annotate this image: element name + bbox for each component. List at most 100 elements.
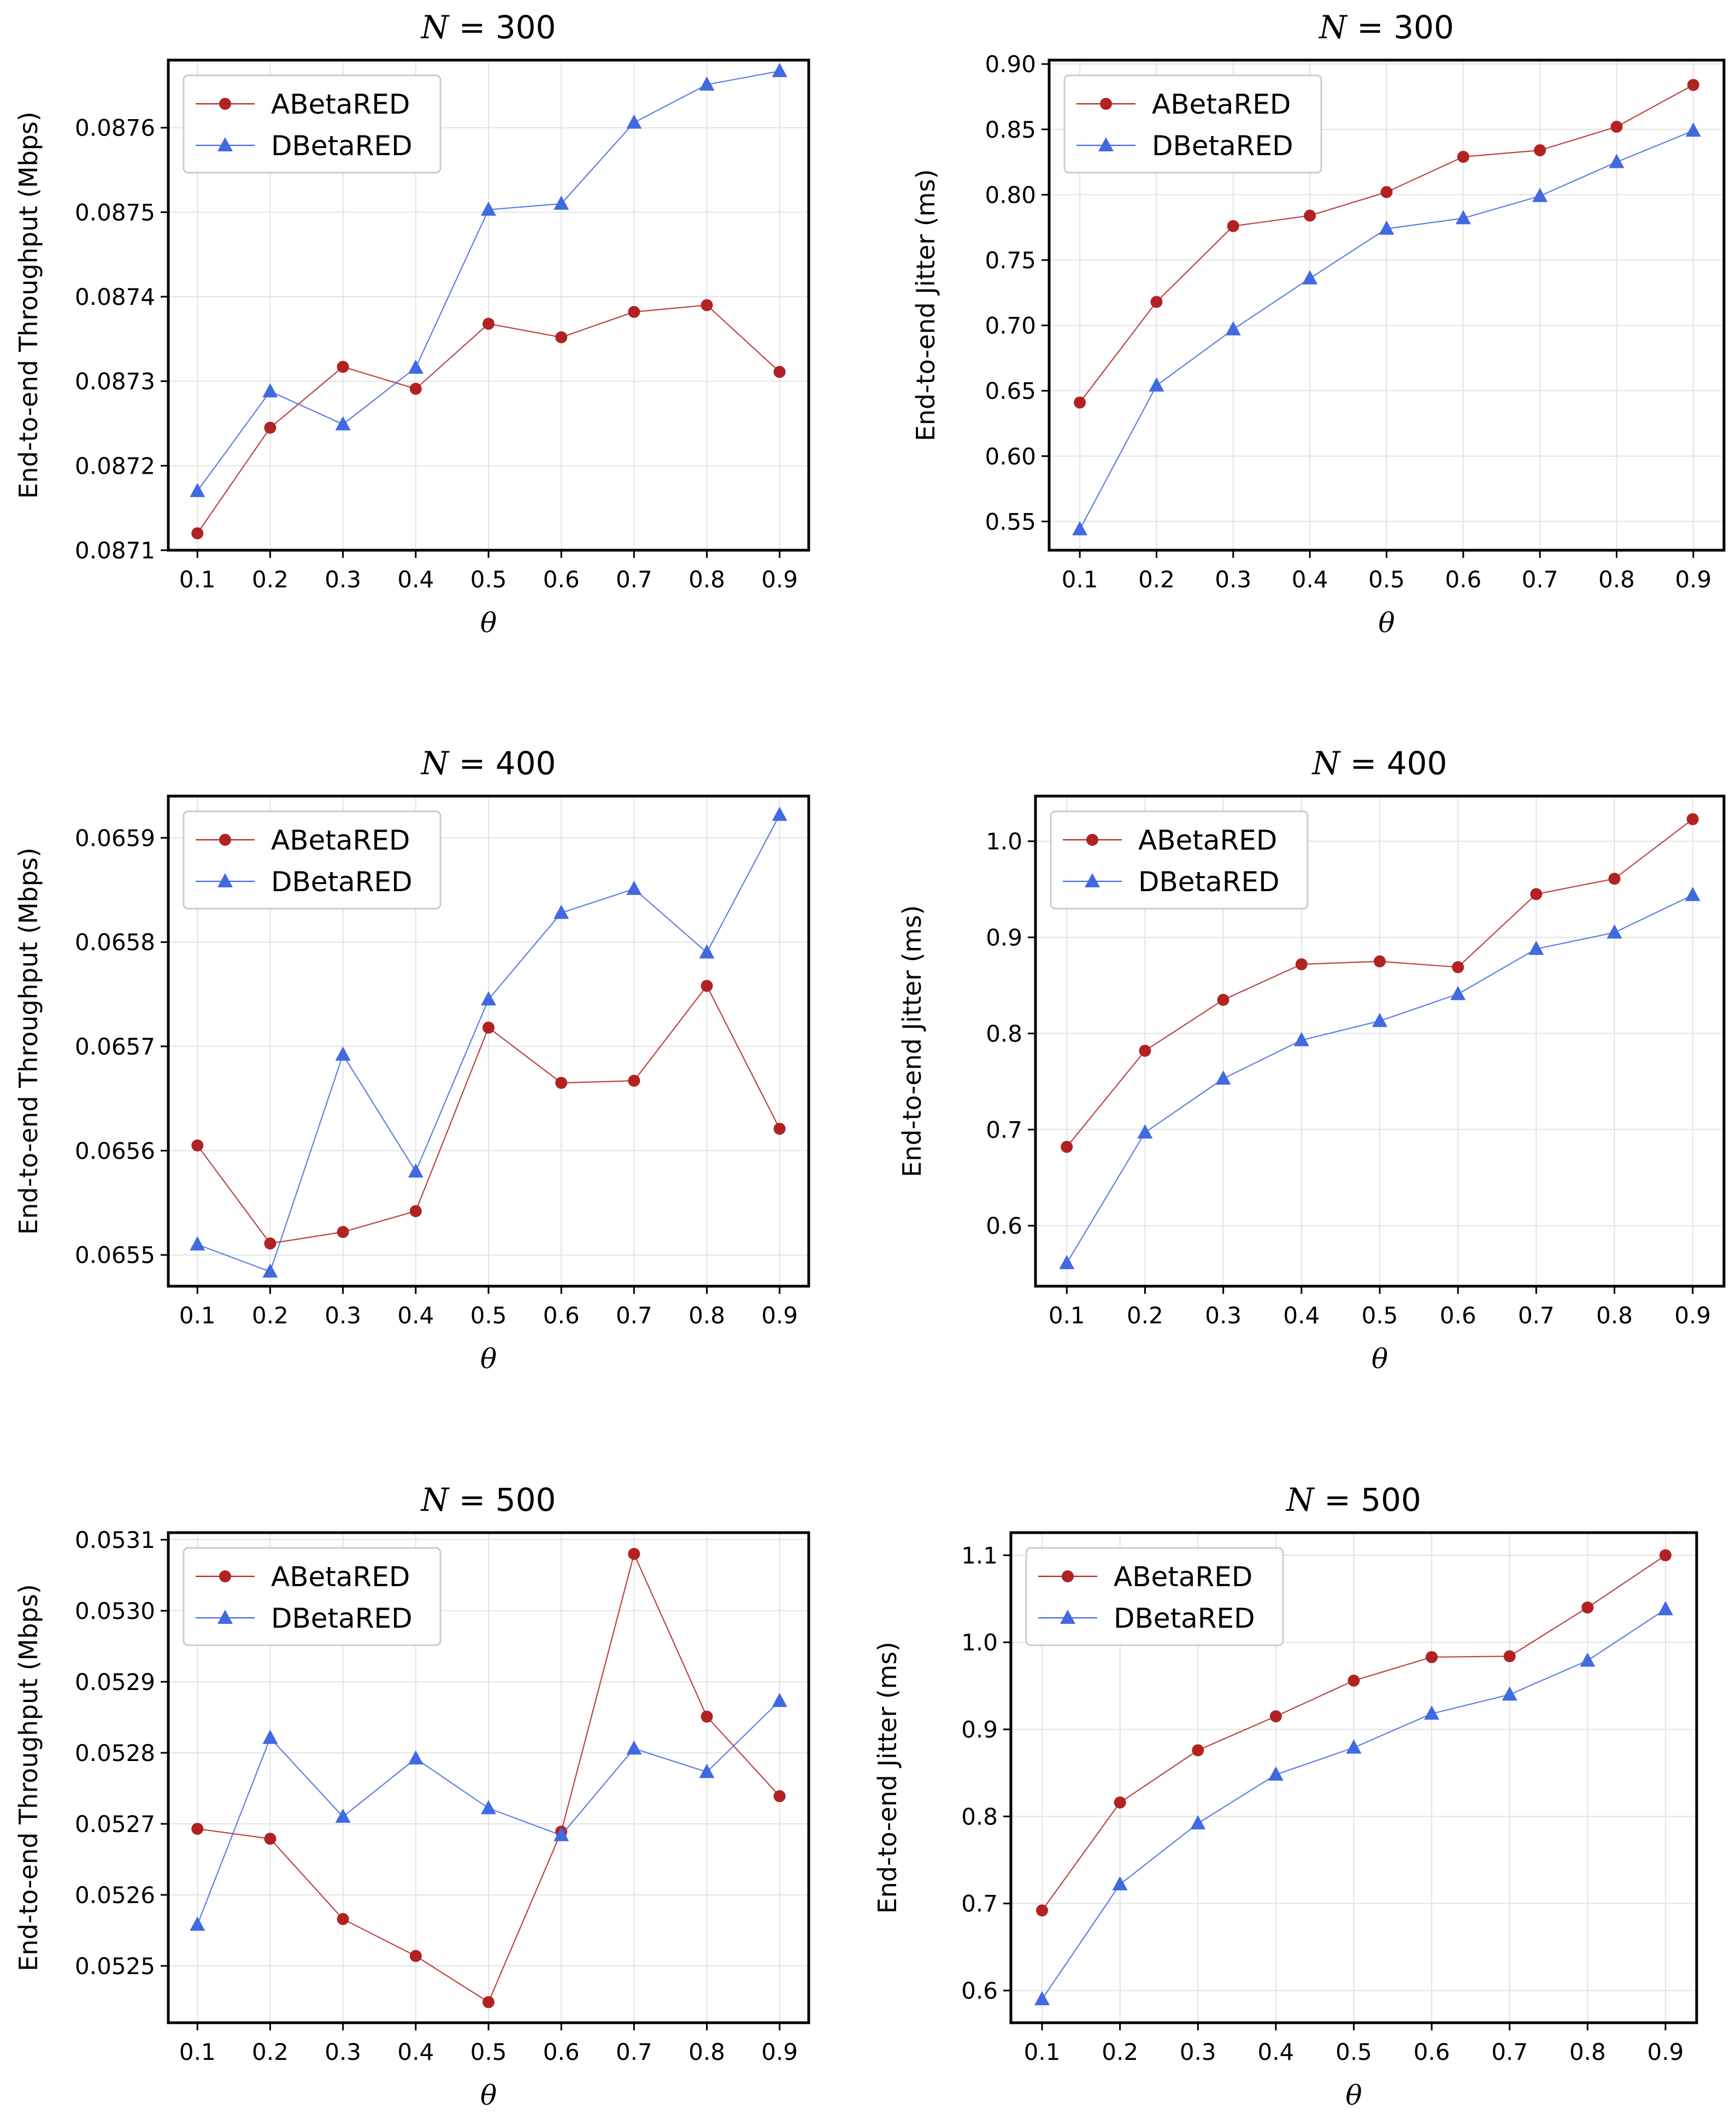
x-tick-label: 0.4 bbox=[1257, 2039, 1294, 2065]
y-tick-label: 0.0530 bbox=[75, 1598, 155, 1624]
data-point-abetared bbox=[701, 1710, 713, 1723]
x-axis-label: θ bbox=[1345, 2080, 1362, 2111]
legend-marker-dbetared bbox=[217, 873, 233, 887]
data-point-dbetared bbox=[335, 1046, 351, 1061]
x-tick-label: 0.9 bbox=[1675, 566, 1711, 593]
data-point-abetared bbox=[1426, 1651, 1438, 1663]
y-tick-label: 1.1 bbox=[961, 1542, 998, 1569]
x-tick-label: 0.2 bbox=[1138, 566, 1175, 593]
data-point-abetared bbox=[1304, 209, 1316, 222]
data-point-dbetared bbox=[699, 1764, 715, 1779]
chart-panel-3: 0.1 0.2 0.3 0.4 0.5 0.6 0.7 0.8 0.9 0.0655 0.0656 0… bbox=[14, 745, 810, 1375]
data-point-dbetared bbox=[190, 482, 205, 497]
data-point-dbetared bbox=[1606, 924, 1622, 939]
data-point-abetared bbox=[264, 1237, 276, 1250]
data-point-dbetared bbox=[626, 114, 642, 129]
data-point-dbetared bbox=[554, 904, 569, 919]
data-point-abetared bbox=[1217, 993, 1229, 1006]
data-point-abetared bbox=[1374, 955, 1386, 968]
legend-label-abetared: ABetaRED bbox=[1114, 1561, 1252, 1593]
x-tick-label: 0.6 bbox=[543, 566, 580, 593]
x-tick-label: 0.9 bbox=[1674, 1302, 1711, 1329]
x-tick-label: 0.9 bbox=[761, 1302, 798, 1329]
data-point-abetared bbox=[1150, 296, 1163, 308]
data-point-abetared bbox=[482, 1996, 495, 2009]
x-tick-label: 0.8 bbox=[688, 566, 725, 593]
y-tick-label: 0.0874 bbox=[75, 284, 155, 310]
y-tick-label: 0.0873 bbox=[75, 368, 155, 395]
data-point-abetared bbox=[555, 1076, 568, 1089]
data-point-dbetared bbox=[772, 1693, 787, 1707]
data-point-abetared bbox=[1581, 1601, 1594, 1614]
legend-box bbox=[183, 810, 442, 910]
y-tick-label: 0.75 bbox=[985, 247, 1036, 274]
y-tick-label: 1.0 bbox=[961, 1629, 998, 1656]
y-tick-label: 0.90 bbox=[985, 51, 1036, 78]
data-point-abetared bbox=[1036, 1904, 1049, 1917]
data-point-dbetared bbox=[408, 1163, 423, 1178]
plot-frame bbox=[1009, 1531, 1698, 2024]
data-point-dbetared bbox=[699, 76, 715, 91]
x-axis-label: θ bbox=[1378, 607, 1394, 639]
y-tick-label: 0.0876 bbox=[75, 115, 155, 142]
data-point-abetared bbox=[773, 366, 786, 378]
data-point-abetared bbox=[337, 1913, 349, 1925]
data-point-abetared bbox=[1192, 1744, 1204, 1757]
data-point-abetared bbox=[1114, 1796, 1126, 1809]
y-tick-label: 0.0872 bbox=[75, 452, 155, 479]
x-tick-label: 0.4 bbox=[1292, 566, 1328, 593]
data-point-dbetared bbox=[1657, 1601, 1673, 1616]
x-tick-label: 0.5 bbox=[470, 1302, 507, 1329]
x-tick-label: 0.8 bbox=[1598, 566, 1635, 593]
x-tick-label: 0.7 bbox=[1522, 566, 1558, 593]
legend-label-dbetared: DBetaRED bbox=[1114, 1603, 1255, 1634]
y-tick-label: 0.0659 bbox=[75, 825, 155, 851]
x-tick-label: 0.3 bbox=[325, 2039, 361, 2065]
data-point-dbetared bbox=[1302, 270, 1318, 285]
y-tick-label: 0.8 bbox=[961, 1803, 998, 1830]
x-tick-label: 0.3 bbox=[1215, 566, 1251, 593]
data-point-abetared bbox=[337, 361, 349, 373]
x-tick-label: 0.4 bbox=[397, 2039, 434, 2065]
x-tick-label: 0.1 bbox=[179, 2039, 216, 2065]
x-tick-label: 0.2 bbox=[1102, 2039, 1138, 2065]
x-tick-label: 0.3 bbox=[1205, 1302, 1241, 1329]
x-tick-label: 0.3 bbox=[325, 1302, 361, 1329]
y-axis-label: End-to-end Throughput (Mbps) bbox=[14, 111, 43, 499]
legend-label-abetared: ABetaRED bbox=[1138, 825, 1277, 856]
legend-marker-abetared bbox=[219, 98, 231, 110]
x-tick-label: 0.9 bbox=[1647, 2039, 1684, 2065]
data-point-dbetared bbox=[335, 416, 351, 431]
legend-label-dbetared: DBetaRED bbox=[1152, 130, 1293, 162]
y-tick-label: 0.65 bbox=[985, 378, 1036, 404]
data-point-dbetared bbox=[1450, 986, 1466, 1000]
legend-marker-dbetared bbox=[217, 137, 233, 151]
x-tick-label: 0.7 bbox=[1518, 1302, 1555, 1329]
y-tick-label: 0.55 bbox=[985, 508, 1036, 535]
data-point-dbetared bbox=[262, 383, 278, 398]
x-tick-label: 0.6 bbox=[1440, 1302, 1476, 1329]
data-point-dbetared bbox=[1685, 887, 1700, 902]
data-point-abetared bbox=[1534, 144, 1546, 157]
data-point-dbetared bbox=[408, 359, 423, 374]
x-tick-label: 0.5 bbox=[470, 2039, 507, 2065]
x-axis-label: θ bbox=[480, 2080, 497, 2111]
data-point-dbetared bbox=[1346, 1739, 1362, 1754]
data-point-dbetared bbox=[1034, 1991, 1050, 2005]
data-point-dbetared bbox=[1293, 1032, 1309, 1046]
x-tick-label: 0.2 bbox=[252, 566, 289, 593]
y-tick-label: 0.8 bbox=[986, 1020, 1022, 1047]
y-tick-label: 0.0871 bbox=[75, 537, 155, 564]
data-point-dbetared bbox=[626, 880, 642, 895]
data-point-abetared bbox=[1347, 1674, 1360, 1687]
legend-marker-dbetared bbox=[1098, 137, 1114, 151]
y-tick-label: 0.0529 bbox=[75, 1669, 155, 1695]
x-tick-label: 0.2 bbox=[252, 1302, 289, 1329]
data-point-dbetared bbox=[1580, 1652, 1596, 1667]
data-point-abetared bbox=[482, 317, 495, 330]
x-tick-label: 0.9 bbox=[761, 2039, 798, 2065]
x-tick-label: 0.5 bbox=[1368, 566, 1405, 593]
legend-marker-abetared bbox=[219, 1570, 231, 1582]
data-point-dbetared bbox=[699, 944, 715, 959]
